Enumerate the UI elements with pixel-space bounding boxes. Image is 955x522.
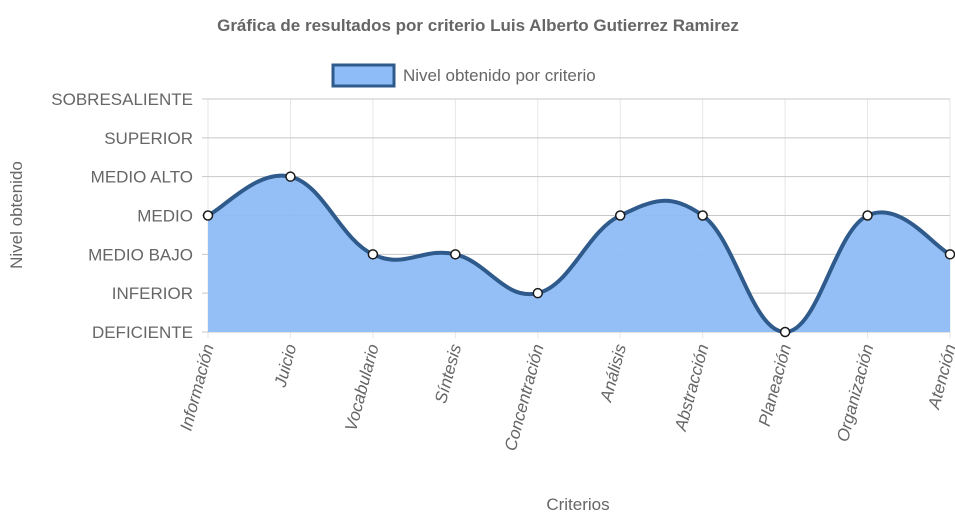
x-tick-label: Concentración: [501, 342, 548, 453]
y-tick-label: MEDIO ALTO: [91, 168, 193, 187]
x-axis-title: Criterios: [546, 495, 609, 514]
x-tick-label: Juicio: [270, 342, 300, 390]
y-axis-ticks: DEFICIENTE INFERIOR MEDIO BAJO MEDIO MEDIO A…: [51, 90, 193, 342]
x-tick-label: Síntesis: [431, 342, 465, 406]
legend[interactable]: Nivel obtenido por criterio: [331, 63, 596, 88]
data-point[interactable]: [202, 210, 214, 221]
data-point[interactable]: [532, 287, 544, 299]
series-line: [207, 173, 951, 335]
legend-swatch: [331, 63, 396, 88]
data-point[interactable]: [367, 249, 379, 260]
x-tick-label: Vocabulario: [341, 342, 382, 433]
y-tick-label: MEDIO BAJO: [88, 245, 193, 264]
series-points: [202, 171, 955, 338]
y-tick-label: DEFICIENTE: [92, 323, 193, 342]
series-area: [207, 173, 951, 335]
data-point[interactable]: [779, 326, 791, 338]
y-tick-label: INFERIOR: [112, 284, 193, 303]
y-tick-label: MEDIO: [137, 207, 193, 226]
data-point[interactable]: [450, 249, 461, 260]
x-tick-label: Organización: [833, 342, 877, 444]
data-point[interactable]: [285, 171, 296, 182]
data-point[interactable]: [862, 210, 873, 221]
y-tick-label: SUPERIOR: [104, 129, 193, 148]
y-tick-label: SOBRESALIENTE: [51, 90, 193, 109]
x-tick-label: Abstracción: [671, 342, 713, 434]
y-axis-title: Nivel obtenido: [7, 161, 26, 269]
data-point[interactable]: [697, 210, 708, 221]
x-tick-label: Planeación: [755, 342, 795, 428]
data-point[interactable]: [944, 249, 955, 260]
x-tick-label: Análisis: [596, 342, 630, 405]
data-point[interactable]: [614, 210, 626, 221]
x-axis-ticks: Información Juicio Vocabulario Síntesis Conc…: [177, 342, 955, 453]
legend-label: Nivel obtenido por criterio: [403, 66, 596, 85]
chart-title: Gráfica de resultados por criterio Luis …: [217, 16, 739, 35]
x-tick-label: Información: [177, 342, 218, 433]
x-tick-label: Atención: [924, 342, 955, 412]
series-fill: [208, 175, 950, 332]
